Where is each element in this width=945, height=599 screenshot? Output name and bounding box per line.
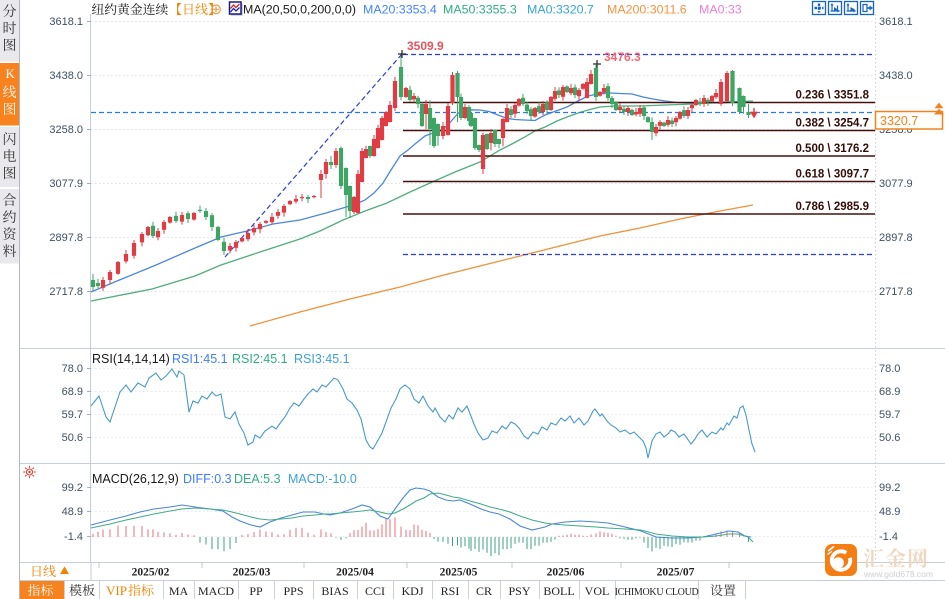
svg-text:DIFF:0.3: DIFF:0.3 [183,472,232,486]
svg-text:VOL: VOL [585,584,610,598]
svg-text:MACD:-10.0: MACD:-10.0 [288,472,357,486]
svg-text:www.gold678.com: www.gold678.com [863,569,933,579]
svg-text:48.9: 48.9 [879,506,900,518]
svg-text:K: K [6,66,16,81]
svg-text:2025/07: 2025/07 [657,567,695,579]
svg-text:2025/02: 2025/02 [132,567,170,579]
svg-text:2897.8: 2897.8 [49,232,83,244]
svg-text:RSI3:45.1: RSI3:45.1 [294,352,350,366]
svg-text:3077.9: 3077.9 [879,178,913,190]
svg-text:MA0:3320.7: MA0:3320.7 [527,3,594,17]
svg-text:-1.4: -1.4 [64,531,83,543]
svg-text:3438.0: 3438.0 [879,70,913,82]
svg-text:VIP: VIP [106,583,127,598]
svg-text:MA200:3011.6: MA200:3011.6 [607,3,687,17]
svg-text:59.7: 59.7 [879,409,900,421]
svg-text:BIAS: BIAS [321,584,348,598]
svg-text:0.500 \ 3176.2: 0.500 \ 3176.2 [795,143,869,155]
svg-text:3618.1: 3618.1 [879,16,913,28]
svg-text:0.382 \ 3254.7: 0.382 \ 3254.7 [795,118,869,130]
svg-text:CCI: CCI [365,584,385,598]
svg-text:2717.8: 2717.8 [879,286,913,298]
svg-text:PSY: PSY [508,584,530,598]
svg-text:KDJ: KDJ [401,584,423,598]
svg-text:0.618 \ 3097.7: 0.618 \ 3097.7 [795,169,869,181]
svg-text:50.6: 50.6 [62,432,83,444]
svg-text:3618.1: 3618.1 [49,16,83,28]
svg-text:3077.9: 3077.9 [49,178,83,190]
svg-text:BOLL: BOLL [543,584,574,598]
svg-text:78.0: 78.0 [879,363,900,375]
svg-text:50.6: 50.6 [879,432,900,444]
svg-text:MA0:33: MA0:33 [699,3,742,17]
svg-text:3476.3: 3476.3 [604,50,641,64]
svg-text:0.786 \ 2985.9: 0.786 \ 2985.9 [795,201,869,213]
svg-text:MA50:3355.3: MA50:3355.3 [443,3,517,17]
svg-text:68.9: 68.9 [62,386,83,398]
svg-text:PPS: PPS [283,584,303,598]
svg-text:2025/03: 2025/03 [233,567,271,579]
svg-text:59.7: 59.7 [62,409,83,421]
svg-text:3509.9: 3509.9 [407,39,444,53]
svg-text:2025/04: 2025/04 [336,567,374,579]
svg-text:ICHIMOKU CLOUD: ICHIMOKU CLOUD [615,587,699,598]
svg-text:RSI(14,14,14): RSI(14,14,14) [92,352,170,366]
svg-text:68.9: 68.9 [879,386,900,398]
svg-text:MA20:3353.4: MA20:3353.4 [363,3,437,17]
svg-text:2717.8: 2717.8 [49,286,83,298]
svg-text:RSI1:45.1: RSI1:45.1 [172,352,228,366]
svg-text:2897.8: 2897.8 [879,232,913,244]
svg-text:MACD: MACD [198,584,234,598]
svg-text:0.236 \ 3351.8: 0.236 \ 3351.8 [795,90,869,102]
svg-text:MA(20,50,0,200,0,0): MA(20,50,0,200,0,0) [243,3,356,17]
svg-text:2025/06: 2025/06 [547,567,585,579]
svg-text:3258.0: 3258.0 [49,124,83,136]
svg-text:99.2: 99.2 [62,482,83,494]
svg-text:DEA:5.3: DEA:5.3 [234,472,281,486]
svg-text:MACD(26,12,9): MACD(26,12,9) [92,472,179,486]
svg-text:3438.0: 3438.0 [49,70,83,82]
svg-text:MA: MA [169,584,189,598]
svg-text:78.0: 78.0 [62,363,83,375]
svg-text:RSI: RSI [441,584,460,598]
svg-text:2025/05: 2025/05 [440,567,478,579]
svg-text:PP: PP [249,584,263,598]
svg-text:CR: CR [476,584,492,598]
svg-text:RSI2:45.1: RSI2:45.1 [232,352,288,366]
svg-text:48.9: 48.9 [62,506,83,518]
svg-text:-1.4: -1.4 [879,531,898,543]
svg-text:99.2: 99.2 [879,482,900,494]
svg-text:3320.7: 3320.7 [880,114,918,128]
